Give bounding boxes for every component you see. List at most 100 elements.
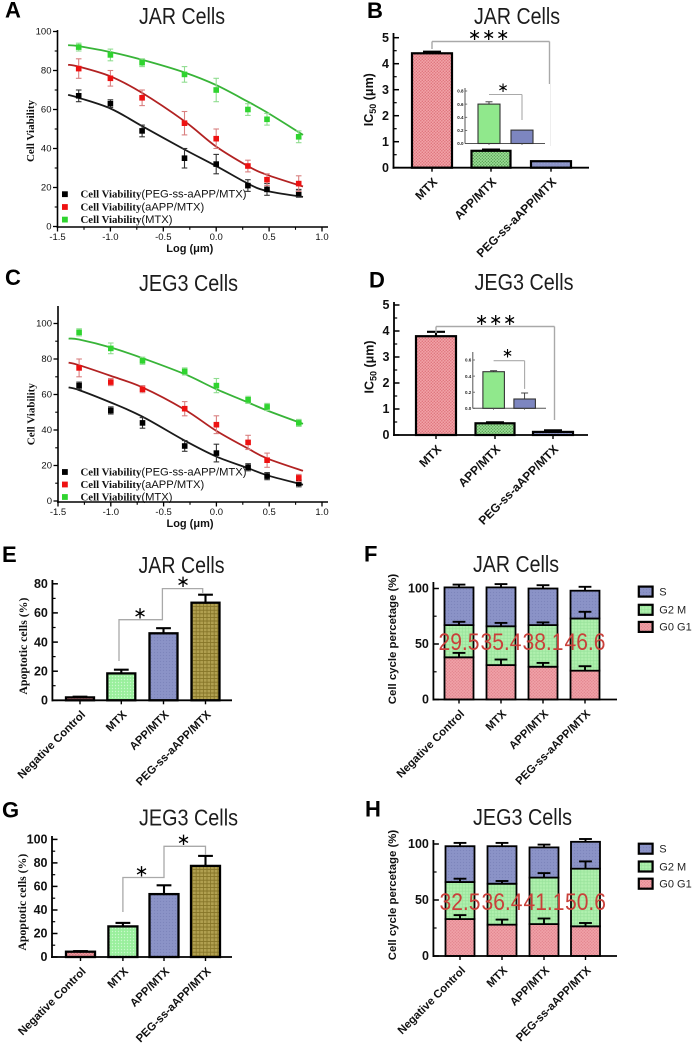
svg-text:H: H bbox=[365, 797, 381, 822]
svg-text:Log (μm): Log (μm) bbox=[166, 243, 213, 255]
svg-text:-1.5: -1.5 bbox=[50, 507, 66, 518]
svg-text:0: 0 bbox=[47, 496, 52, 507]
svg-text:20: 20 bbox=[34, 664, 48, 678]
svg-text:1.0: 1.0 bbox=[315, 507, 328, 518]
svg-text:0.8: 0.8 bbox=[457, 89, 464, 94]
svg-text:0.4: 0.4 bbox=[465, 374, 472, 379]
svg-text:50: 50 bbox=[415, 637, 429, 651]
svg-text:JEG3 Cells: JEG3 Cells bbox=[475, 269, 574, 295]
svg-text:41.1: 41.1 bbox=[524, 889, 565, 916]
svg-text:IC50 (μm): IC50 (μm) bbox=[362, 73, 378, 126]
svg-text:0.0: 0.0 bbox=[210, 232, 223, 243]
svg-text:80: 80 bbox=[41, 354, 52, 365]
svg-text:S: S bbox=[659, 586, 666, 598]
svg-text:20: 20 bbox=[41, 461, 52, 472]
svg-text:Apoptotic cells (%): Apoptotic cells (%) bbox=[15, 854, 29, 951]
svg-text:100: 100 bbox=[408, 837, 429, 851]
svg-text:C: C bbox=[5, 265, 21, 290]
svg-text:Cell Viability(PEG-ss-aAPP/MTX: Cell Viability(PEG-ss-aAPP/MTX) bbox=[81, 466, 247, 478]
svg-text:0.4: 0.4 bbox=[457, 115, 464, 120]
svg-text:40: 40 bbox=[34, 635, 48, 649]
svg-text:100: 100 bbox=[36, 319, 52, 330]
svg-text:32.5: 32.5 bbox=[440, 889, 481, 916]
svg-text:G2 M: G2 M bbox=[659, 861, 686, 873]
svg-text:-0.5: -0.5 bbox=[155, 232, 171, 243]
svg-text:0.2: 0.2 bbox=[457, 128, 464, 133]
svg-text:0: 0 bbox=[422, 693, 429, 707]
svg-text:Cell Viability(aAPP/MTX): Cell Viability(aAPP/MTX) bbox=[81, 201, 205, 213]
svg-text:E: E bbox=[2, 542, 17, 567]
svg-text:2: 2 bbox=[382, 109, 389, 123]
svg-text:60: 60 bbox=[34, 880, 48, 894]
svg-text:0.0: 0.0 bbox=[465, 406, 472, 411]
svg-text:3: 3 bbox=[383, 350, 390, 364]
svg-text:0.0: 0.0 bbox=[457, 141, 464, 146]
svg-text:4: 4 bbox=[382, 57, 389, 71]
svg-text:B: B bbox=[367, 0, 383, 23]
svg-text:0: 0 bbox=[46, 222, 51, 233]
svg-text:100: 100 bbox=[36, 27, 52, 38]
svg-text:80: 80 bbox=[41, 66, 52, 77]
svg-text:29.5: 29.5 bbox=[439, 629, 480, 656]
svg-text:0.6: 0.6 bbox=[465, 358, 472, 363]
svg-text:∗: ∗ bbox=[497, 80, 508, 95]
svg-text:35.4: 35.4 bbox=[481, 629, 522, 656]
svg-text:JAR Cells: JAR Cells bbox=[473, 551, 559, 577]
svg-text:100: 100 bbox=[408, 582, 429, 596]
svg-text:G: G bbox=[2, 798, 19, 823]
svg-text:0.0: 0.0 bbox=[210, 507, 223, 518]
svg-text:40: 40 bbox=[34, 903, 48, 917]
svg-text:∗∗∗: ∗∗∗ bbox=[468, 26, 510, 44]
svg-text:Apoptotic cells (%): Apoptotic cells (%) bbox=[16, 598, 30, 695]
svg-text:JAR Cells: JAR Cells bbox=[139, 552, 225, 578]
svg-text:20: 20 bbox=[41, 183, 52, 194]
svg-text:∗: ∗ bbox=[177, 831, 191, 849]
svg-text:-1.0: -1.0 bbox=[102, 232, 118, 243]
svg-text:G0 G1: G0 G1 bbox=[659, 879, 691, 891]
svg-text:0: 0 bbox=[41, 694, 48, 708]
svg-text:∗: ∗ bbox=[502, 346, 513, 361]
svg-text:Cell Viability(PEG-ss-aAPP/MTX: Cell Viability(PEG-ss-aAPP/MTX) bbox=[81, 189, 247, 201]
svg-text:80: 80 bbox=[34, 577, 48, 591]
svg-text:A: A bbox=[5, 0, 21, 23]
svg-text:4: 4 bbox=[383, 324, 390, 338]
svg-text:Cell cycle percetage (%): Cell cycle percetage (%) bbox=[387, 574, 399, 705]
svg-text:3: 3 bbox=[382, 83, 389, 97]
svg-text:-1.5: -1.5 bbox=[49, 232, 65, 243]
svg-text:2: 2 bbox=[383, 376, 390, 390]
svg-text:50.6: 50.6 bbox=[565, 889, 606, 916]
svg-text:Cell Viability: Cell Viability bbox=[25, 99, 37, 162]
svg-text:D: D bbox=[369, 268, 385, 293]
svg-text:38.1: 38.1 bbox=[523, 629, 564, 656]
svg-text:-1.0: -1.0 bbox=[103, 507, 119, 518]
svg-text:50: 50 bbox=[415, 893, 429, 907]
svg-text:JAR Cells: JAR Cells bbox=[474, 3, 560, 29]
svg-text:40: 40 bbox=[41, 144, 52, 155]
svg-text:0: 0 bbox=[383, 428, 390, 442]
svg-text:S: S bbox=[659, 844, 666, 856]
svg-text:Cell Viability(MTX): Cell Viability(MTX) bbox=[81, 491, 173, 503]
svg-text:Cell cycle percetage (%): Cell cycle percetage (%) bbox=[387, 830, 399, 961]
svg-text:∗∗∗: ∗∗∗ bbox=[475, 311, 517, 329]
svg-text:Log (μm): Log (μm) bbox=[166, 518, 213, 530]
svg-text:0.6: 0.6 bbox=[457, 102, 464, 107]
svg-text:60: 60 bbox=[34, 606, 48, 620]
svg-text:60: 60 bbox=[41, 105, 52, 116]
svg-text:IC50 (μm): IC50 (μm) bbox=[363, 340, 379, 393]
svg-text:20: 20 bbox=[34, 927, 48, 941]
svg-text:36.4: 36.4 bbox=[482, 889, 523, 916]
svg-text:60: 60 bbox=[41, 390, 52, 401]
svg-text:5: 5 bbox=[383, 298, 390, 312]
svg-text:∗: ∗ bbox=[176, 573, 190, 591]
svg-text:0.5: 0.5 bbox=[262, 232, 275, 243]
svg-text:0: 0 bbox=[382, 161, 389, 175]
svg-text:G2 M: G2 M bbox=[659, 605, 686, 617]
svg-text:100: 100 bbox=[27, 833, 48, 847]
svg-text:JEG3 Cells: JEG3 Cells bbox=[139, 270, 238, 296]
svg-text:Cell Viability: Cell Viability bbox=[26, 383, 38, 446]
svg-text:Cell Viability(MTX): Cell Viability(MTX) bbox=[81, 214, 173, 226]
svg-text:1: 1 bbox=[383, 402, 390, 416]
svg-text:1: 1 bbox=[382, 135, 389, 149]
svg-text:5: 5 bbox=[382, 31, 389, 45]
svg-text:0: 0 bbox=[41, 950, 48, 964]
